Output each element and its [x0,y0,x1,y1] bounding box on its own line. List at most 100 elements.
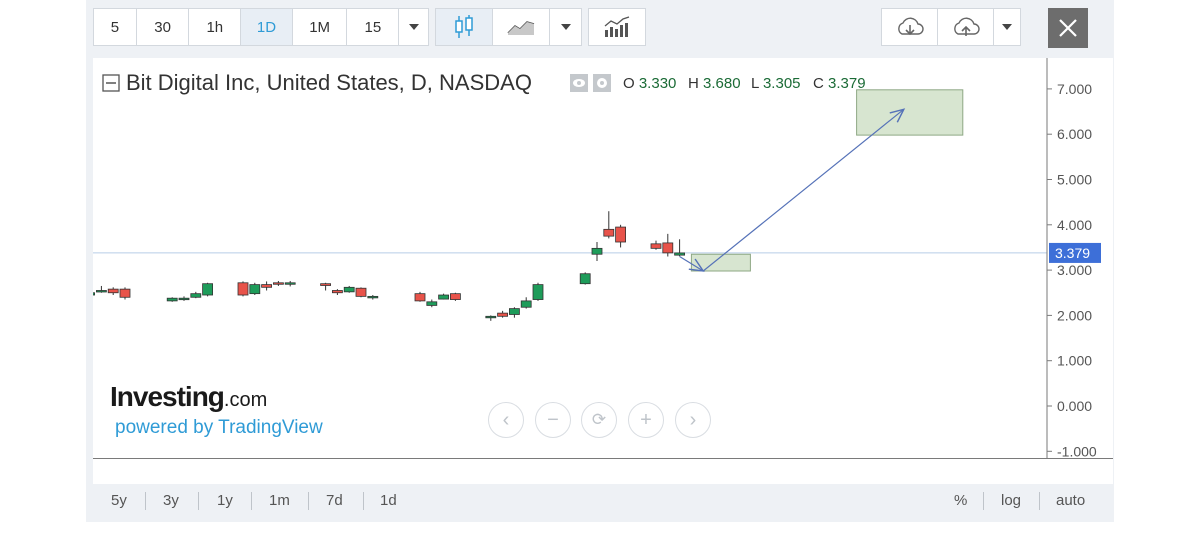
candle-body [662,242,674,254]
log-scale-button[interactable]: log [1001,492,1022,509]
candle-body [96,290,107,293]
zoom-out-button[interactable]: − [535,402,571,438]
candle-body [355,287,367,297]
candle-body [674,252,685,256]
plot-layer [93,89,1047,321]
interval-toolbar: 5 30 1h 1D 1M 15 [93,8,429,46]
cloud-toolbar [881,8,1021,46]
candle-body [426,301,438,306]
range-divider [251,492,252,510]
interval-15-button[interactable]: 15 [347,9,400,45]
range-divider [198,492,199,510]
y-tick-label: 3.000 [1057,262,1092,278]
candle-body [261,284,273,288]
close-icon [1059,19,1077,37]
symbol-title: Bit Digital Inc, United States, D, NASDA… [126,70,532,95]
ohlc-open: O 3.330 [623,75,677,92]
auto-scale-button[interactable]: auto [1056,492,1086,509]
candle-body [107,288,119,294]
interval-1d-button[interactable]: 1D [241,9,293,45]
candle-body [650,243,662,249]
chart-type-toolbar [435,8,582,46]
range-5y-button[interactable]: 5y [111,492,127,509]
candle-body [497,312,509,317]
annotation-arrow [702,108,906,272]
candle-body [166,297,178,302]
chevron-right-icon: › [689,408,697,431]
last-price-tag-label: 3.379 [1055,245,1090,261]
candle-body [202,283,214,296]
interval-dropdown-button[interactable] [399,9,428,45]
y-tick-label: 0.000 [1057,398,1092,414]
refresh-icon: ⟳ [591,410,607,429]
scroll-right-button[interactable]: › [675,402,711,438]
load-chart-button[interactable] [882,9,938,45]
candle-body [591,247,603,255]
y-tick-label: 6.000 [1057,126,1092,142]
candle-body [449,293,461,300]
range-7d-button[interactable]: 7d [326,492,343,509]
range-1d-button[interactable]: 1d [380,492,397,509]
ohlc-high: H 3.680 [688,75,741,92]
range-toolbar: 5y 3y 1y 1m 7d 1d % log auto [93,486,1113,516]
candle-body [520,300,532,308]
visibility-eye-icon[interactable] [570,74,588,92]
candlestick-icon [455,15,473,38]
collapse-legend-icon[interactable] [102,74,120,92]
range-1y-button[interactable]: 1y [217,492,233,509]
range-3y-button[interactable]: 3y [163,492,179,509]
candle-body [438,294,450,300]
close-button[interactable] [1048,8,1088,48]
candle-body [237,282,249,296]
interval-1h-button[interactable]: 1h [189,9,242,45]
chevron-down-icon [408,24,419,30]
time-axis[interactable] [93,458,1113,484]
indicators-toolbar [588,8,646,46]
last-price-tag [1049,242,1101,263]
line-type-button[interactable] [493,9,551,45]
candle-body [93,292,95,296]
candle-body [579,273,591,285]
indicators-icon [604,16,630,37]
zoom-in-button[interactable]: + [628,402,664,438]
candle-body [272,282,284,285]
chevron-down-icon [560,24,571,30]
settings-gear-icon[interactable] [593,74,611,92]
chevron-left-icon: ‹ [502,408,510,431]
annotation-arrow [679,255,705,272]
powered-by-tradingview[interactable]: powered by TradingView [115,417,323,438]
candle-body [331,290,343,294]
candle-body [508,308,520,315]
candle-body [603,228,615,237]
range-1m-button[interactable]: 1m [269,492,290,509]
candle-body [367,295,379,299]
candle-body [249,284,261,295]
interval-30-button[interactable]: 30 [137,9,190,45]
candlestick-type-button[interactable] [436,9,494,45]
chevron-down-icon [1002,24,1012,30]
scroll-left-button[interactable]: ‹ [488,402,524,438]
range-divider [145,492,146,510]
interval-1m-button[interactable]: 1M [293,9,348,45]
cloud-download-icon [897,17,924,36]
percent-scale-button[interactable]: % [954,492,968,509]
y-tick-label: 5.000 [1057,172,1092,188]
y-tick-label: 4.000 [1057,217,1092,233]
reset-chart-button[interactable]: ⟳ [581,402,617,438]
candle-body [485,315,497,319]
investing-logo: Investing.com [110,381,268,412]
indicators-button[interactable] [589,9,645,45]
candle-body [414,293,426,302]
save-chart-button[interactable] [938,9,994,45]
annotation-rectangle [856,89,964,136]
minus-icon: − [547,408,559,431]
cloud-dropdown-button[interactable] [994,9,1020,45]
interval-5-button[interactable]: 5 [94,9,137,45]
candle-body [178,297,190,301]
range-divider [363,492,364,510]
candle-body [119,288,131,298]
range-divider [983,492,984,510]
chart-type-dropdown-button[interactable] [550,9,581,45]
ohlc-close: C 3.379 [813,75,866,92]
range-divider [1039,492,1040,510]
